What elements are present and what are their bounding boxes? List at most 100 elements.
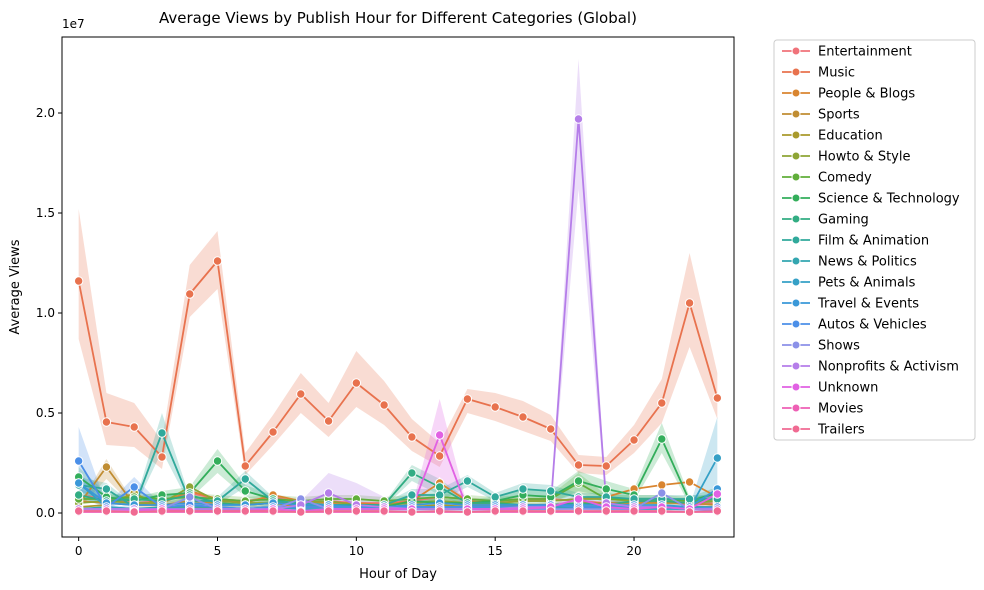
legend-marker (791, 46, 801, 56)
point-trailers (684, 507, 695, 517)
point-people-and-blogs (684, 477, 695, 487)
point-gaming (434, 482, 445, 492)
legend-label: Trailers (817, 423, 865, 438)
legend-label: Autos & Vehicles (818, 318, 927, 333)
point-trailers (73, 506, 84, 516)
point-trailers (101, 506, 112, 516)
point-music (101, 417, 112, 427)
legend-label: Education (818, 129, 883, 144)
legend-marker (791, 235, 801, 245)
point-trailers (712, 506, 723, 516)
point-unknown (573, 494, 584, 504)
line-trailers (78, 510, 718, 513)
point-music (546, 424, 556, 434)
legend-marker (791, 88, 801, 98)
point-music (601, 461, 611, 471)
point-music (240, 461, 250, 471)
point-unknown (712, 489, 723, 499)
point-nonprofits-and-activism (323, 488, 334, 498)
point-trailers (407, 507, 417, 517)
y-axis-label: Average Views (8, 239, 23, 334)
point-music (434, 451, 445, 461)
point-trailers (657, 506, 667, 516)
legend-marker (791, 382, 801, 392)
point-trailers (323, 506, 334, 516)
point-sports (101, 462, 112, 472)
point-music (323, 416, 334, 426)
plot-frame (61, 36, 735, 538)
point-music (407, 432, 417, 442)
chart-title: Average Views by Publish Hour for Differ… (159, 9, 637, 27)
point-music (657, 398, 667, 408)
point-trailers (490, 506, 500, 516)
point-music (129, 422, 139, 432)
point-trailers (157, 506, 167, 516)
point-trailers (129, 507, 139, 517)
legend-marker (791, 277, 801, 287)
point-film-and-animation (490, 492, 500, 502)
point-music (684, 298, 695, 308)
point-gaming (73, 490, 84, 500)
x-tick-label: 10 (349, 544, 364, 558)
legend-marker (791, 151, 801, 161)
point-film-and-animation (101, 484, 112, 494)
point-film-and-animation (434, 490, 445, 500)
point-science-and-technology (240, 486, 250, 496)
point-shows (185, 492, 195, 502)
legend-label: Unknown (818, 381, 878, 396)
legend-marker (791, 193, 801, 203)
point-autos-and-vehicles (129, 482, 139, 492)
point-music (185, 289, 195, 299)
point-trailers (379, 506, 389, 516)
legend-label: Film & Animation (818, 234, 929, 249)
legend-marker (791, 109, 801, 119)
point-film-and-animation (684, 494, 695, 504)
y-tick-label: 2.0 (36, 106, 55, 120)
line-music (77, 260, 719, 467)
point-trailers (185, 506, 195, 516)
y-axis-multiplier: 1e7 (62, 17, 85, 31)
point-trailers (351, 506, 362, 516)
point-trailers (212, 506, 223, 516)
point-music (518, 412, 528, 422)
band-gaming (78, 465, 718, 507)
legend-marker (791, 214, 801, 224)
legend-marker (791, 361, 801, 371)
x-tick-label: 0 (75, 544, 83, 558)
point-autos-and-vehicles (73, 456, 84, 466)
point-people-and-blogs (657, 480, 667, 490)
legend-label: Travel & Events (817, 297, 919, 312)
legend: Entertainment Music People & Blogs Sports Ed… (773, 39, 976, 441)
y-tick-label: 0.5 (36, 406, 55, 420)
point-science-and-technology (657, 434, 667, 444)
x-axis-ticks: 0 5 10 15 20 (75, 537, 642, 558)
point-film-and-animation (462, 476, 473, 486)
point-trailers (573, 506, 584, 516)
point-music (462, 394, 473, 404)
series-markers (73, 114, 723, 517)
point-nonprofits-and-activism (573, 114, 584, 124)
point-trailers (546, 506, 556, 516)
y-tick-label: 1.5 (36, 206, 55, 220)
point-film-and-animation (546, 486, 556, 496)
point-music (379, 400, 389, 410)
x-tick-label: 15 (488, 544, 503, 558)
legend-label: News & Politics (818, 255, 917, 270)
point-trailers (518, 506, 528, 516)
legend-marker (791, 403, 801, 413)
legend-label: People & Blogs (818, 87, 915, 102)
legend-label: Science & Technology (818, 192, 960, 207)
point-music (490, 402, 500, 412)
point-music (712, 393, 723, 403)
point-music (268, 427, 278, 437)
point-music (73, 276, 84, 286)
point-music (157, 452, 167, 462)
point-science-and-technology (573, 476, 584, 486)
x-tick-label: 5 (214, 544, 222, 558)
legend-marker (791, 256, 801, 266)
x-tick-label: 20 (626, 544, 641, 558)
legend-label: Shows (818, 339, 860, 354)
point-gaming (407, 468, 417, 478)
point-music (296, 389, 306, 399)
